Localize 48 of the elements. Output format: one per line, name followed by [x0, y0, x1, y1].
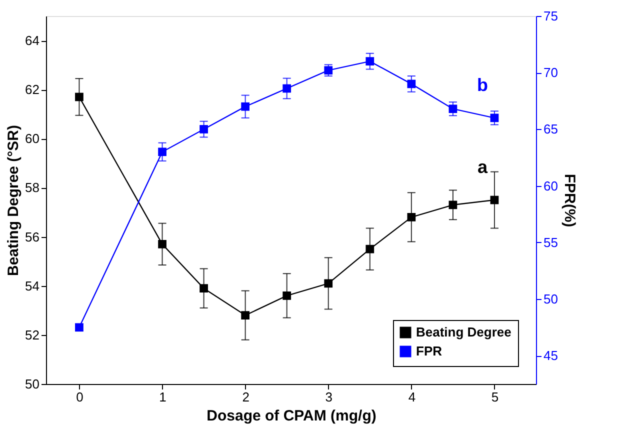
point — [200, 125, 208, 134]
point — [324, 66, 333, 75]
y-tick-label: 54 — [25, 278, 40, 294]
y2-tick-label: 65 — [544, 122, 558, 137]
x-axis-title: Dosage of CPAM (mg/g) — [206, 408, 376, 424]
point — [241, 102, 250, 111]
y2-tick-label: 55 — [544, 234, 558, 250]
point — [241, 311, 250, 320]
x-tick-label: 2 — [242, 390, 250, 404]
y2-tick-label: 70 — [544, 65, 558, 80]
annotation: a — [477, 157, 488, 177]
y-tick-label: 56 — [25, 229, 40, 244]
point — [158, 148, 166, 156]
point — [324, 279, 333, 288]
point — [158, 240, 166, 248]
y-tick-label: 52 — [25, 327, 40, 342]
y2-tick-label: 50 — [544, 292, 558, 307]
point — [200, 284, 208, 293]
point — [366, 244, 374, 254]
y-tick-label: 62 — [25, 82, 40, 98]
legend-label: FPR — [416, 344, 443, 358]
point — [448, 200, 458, 210]
y-axis-title: Beating Degree (°SR) — [5, 124, 22, 276]
legend-label: Beating Degree — [416, 324, 512, 340]
y-tick-label: 60 — [25, 131, 40, 146]
y-tick-label: 50 — [25, 376, 40, 392]
point — [75, 92, 84, 102]
point — [282, 84, 292, 93]
point — [448, 104, 458, 114]
x-tick-label: 4 — [408, 390, 416, 404]
y2-axis-title: FPR(%) — [560, 174, 578, 228]
x-tick-label: 5 — [491, 390, 499, 404]
point — [407, 80, 416, 88]
y2-tick-label: 60 — [544, 178, 558, 194]
point — [75, 323, 84, 332]
y-tick-label: 58 — [25, 180, 40, 196]
point — [490, 114, 499, 122]
y2-tick-label: 75 — [544, 8, 558, 24]
y-tick-label: 64 — [25, 33, 40, 48]
point — [366, 57, 374, 66]
x-tick-label: 3 — [325, 390, 332, 404]
point — [490, 196, 499, 204]
point — [407, 212, 416, 222]
annotation: b — [476, 74, 488, 95]
point — [282, 291, 292, 300]
x-tick-label: 1 — [159, 390, 166, 404]
y2-tick-label: 45 — [544, 348, 558, 364]
x-tick-label: 0 — [76, 390, 84, 404]
